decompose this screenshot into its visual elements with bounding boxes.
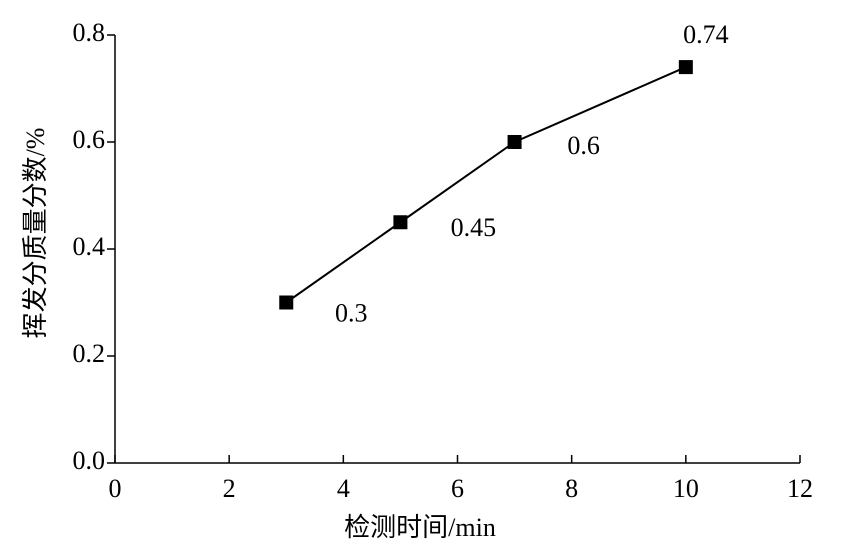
y-tick-label: 0.8 (73, 18, 106, 47)
data-label: 0.45 (451, 213, 497, 242)
x-tick-label: 4 (337, 474, 350, 503)
y-tick-label: 0.4 (73, 232, 106, 261)
marker (393, 215, 408, 230)
series-line (285, 66, 687, 304)
data-label: 0.3 (335, 298, 368, 327)
data-label: 0.74 (683, 20, 729, 49)
data-label: 0.6 (567, 131, 600, 160)
y-tick-label: 0.6 (73, 125, 106, 154)
marker (678, 60, 693, 75)
x-tick-label: 2 (223, 474, 236, 503)
y-tick-label: 0.0 (73, 446, 106, 475)
x-tick-label: 6 (451, 474, 464, 503)
marker (507, 135, 522, 149)
x-tick-label: 8 (565, 474, 578, 503)
y-tick-label: 0.2 (73, 339, 106, 368)
x-axis-label: 检测时间/min (344, 513, 496, 542)
y-axis-label: 挥发分质量分数/% (21, 128, 50, 339)
x-tick-label: 10 (673, 474, 699, 503)
marker (279, 295, 294, 310)
x-tick-label: 12 (787, 474, 813, 503)
x-tick-label: 0 (109, 474, 122, 503)
